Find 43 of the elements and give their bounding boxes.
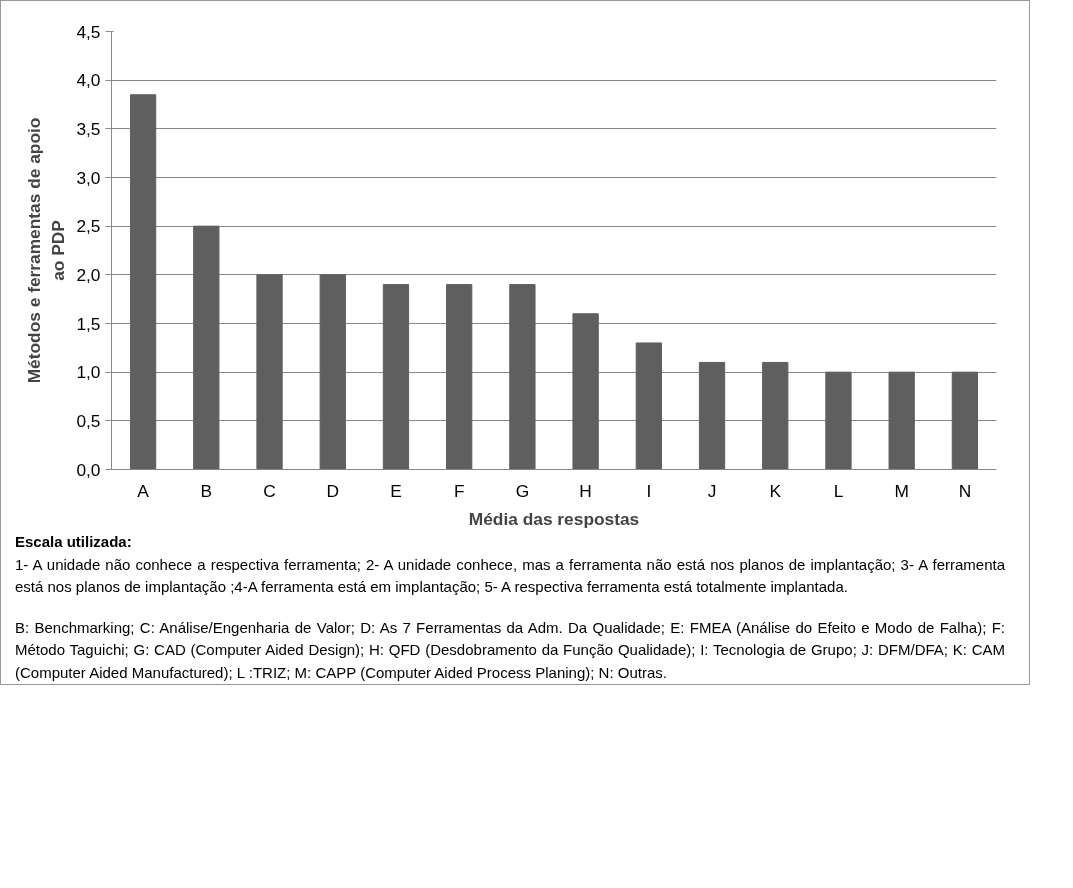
- bar: [635, 342, 662, 470]
- bar: [446, 284, 473, 470]
- y-tick-label: 1,5: [76, 313, 101, 334]
- x-tick-label: C: [263, 480, 276, 501]
- x-tick-label: M: [894, 480, 909, 501]
- x-tick-label: N: [958, 480, 972, 501]
- bar: [319, 274, 346, 470]
- x-tick-label: G: [515, 480, 530, 501]
- y-tick-label: 4,0: [76, 70, 101, 91]
- y-tick-label: 3,5: [76, 118, 101, 139]
- bar: [951, 371, 979, 470]
- y-tick-label: 1,0: [76, 362, 101, 383]
- x-tick-label: J: [707, 480, 717, 501]
- bar: [129, 94, 157, 470]
- x-tick-label: L: [833, 480, 844, 501]
- bar: [382, 284, 410, 470]
- x-tick-label: H: [579, 480, 592, 501]
- text: 1- A unidade não conhece a respectiva ferramenta; 2- A unidade conhece, mas a ferramenta não está nos planos de implantação; 3- A ferramenta está nos planos de implantação ;4-A ferramenta está em implantação; 5- A respectiva ferramenta está totalmente implantada.: [15, 554, 1005, 597]
- y-tick-label: 3,0: [76, 167, 101, 188]
- x-tick-label: A: [137, 480, 150, 501]
- bar: [572, 313, 599, 470]
- x-tick-label: I: [646, 480, 652, 501]
- y-axis-title: Métodos e ferramentas de apoio ao PDP: [24, 117, 69, 384]
- bar: [762, 361, 789, 470]
- bar: [509, 284, 536, 470]
- y-tick-label: 2,5: [76, 216, 101, 237]
- x-tick-label: K: [769, 480, 782, 501]
- x-tick-label: B: [200, 480, 213, 501]
- x-tick-label: E: [390, 480, 402, 501]
- y-tick-label: 4,5: [76, 21, 101, 42]
- bar: [256, 274, 283, 470]
- bar: [193, 225, 220, 470]
- bar: [825, 371, 852, 470]
- x-axis-title: Média das respostas: [468, 508, 640, 529]
- text: B: Benchmarking; C: Análise/Engenharia de Valor; D: As 7 Ferramentas da Adm. Da Qualidade; E: FMEA (Análise do Efeito e Modo de Falha); F: Método Taguichi; G: CAD (Computer Aided Design); H: QFD (Desdobramento da Função Qualidade); I: Tecnologia de Grupo; J: DFM/DFA; K: CAM (Computer Aided Manufactured); L :TRIZ; M: CAPP (Computer Aided Process Planing); N: Outras.: [15, 617, 1005, 683]
- bar: [888, 371, 915, 470]
- y-tick-label: 0,5: [76, 410, 101, 431]
- text: Escala utilizada:: [15, 532, 132, 552]
- y-tick-label: 0,0: [76, 459, 101, 480]
- x-tick-label: F: [453, 480, 465, 501]
- y-tick-label: 2,0: [76, 264, 101, 285]
- bar: [698, 361, 726, 470]
- x-tick-label: D: [326, 480, 340, 501]
